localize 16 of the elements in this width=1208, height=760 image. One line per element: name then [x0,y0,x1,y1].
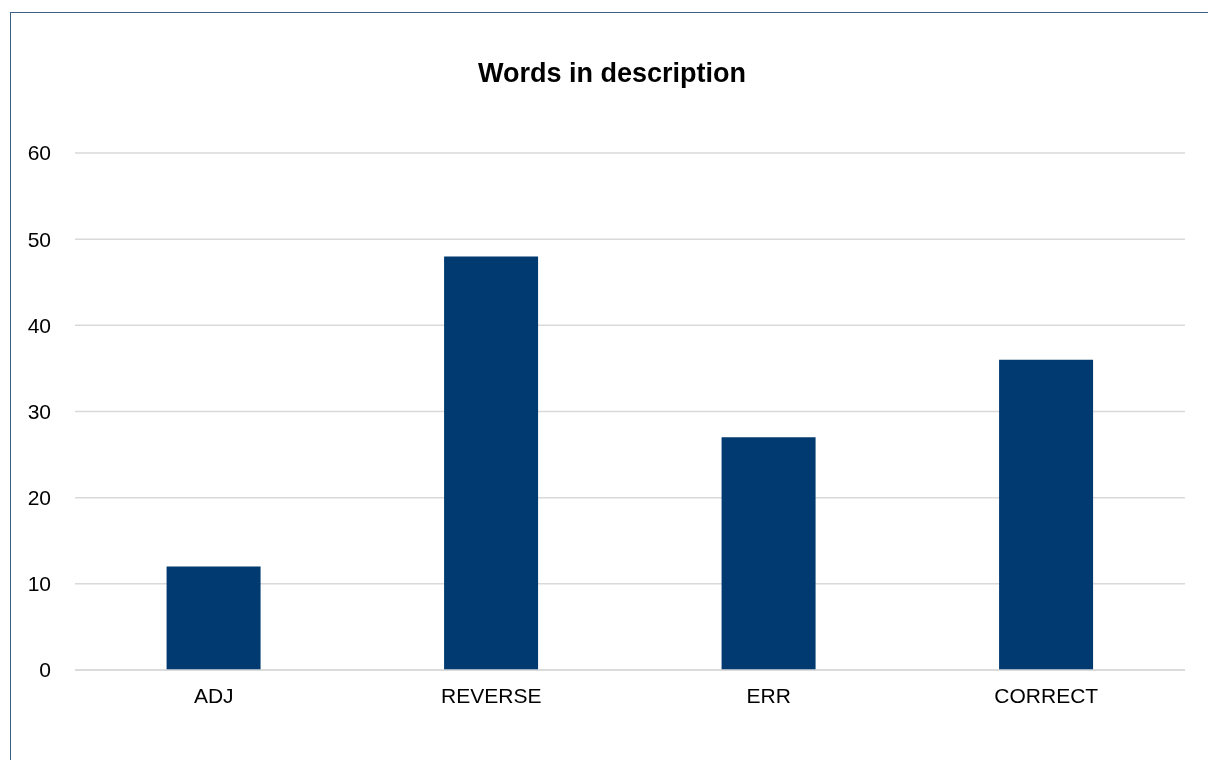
bar [721,437,816,670]
y-tick-label: 20 [27,486,51,510]
bar [444,256,539,670]
x-tick-label: ADJ [193,683,234,707]
y-tick-label: 60 [27,141,51,165]
x-tick-label: REVERSE [441,683,542,707]
x-tick-label: CORRECT [994,683,1099,707]
bar [999,359,1094,670]
chart-title: Words in description [477,58,747,89]
bar [166,566,261,670]
y-tick-label: 30 [27,399,51,423]
y-tick-label: 0 [39,658,51,682]
y-tick-label: 10 [27,572,51,596]
y-tick-label: 40 [27,313,51,337]
x-tick-label: ERR [746,683,791,707]
y-tick-label: 50 [27,227,51,251]
